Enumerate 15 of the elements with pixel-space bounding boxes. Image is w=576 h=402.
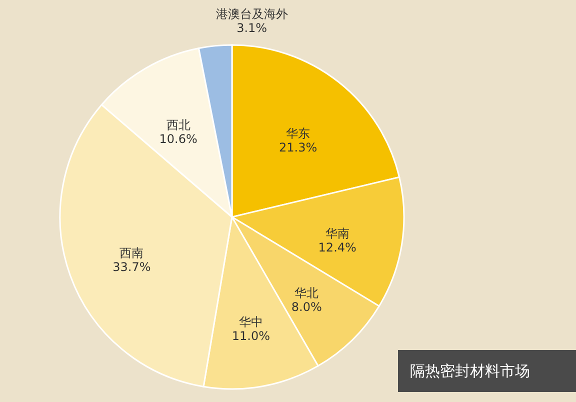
slice-label: 西南 [120, 246, 144, 260]
slice-label: 西北 [166, 118, 190, 132]
data-label: 10.6% [159, 132, 198, 146]
data-label: 3.1% [236, 20, 268, 35]
slice-label: 港澳台及海外 [216, 6, 288, 21]
text: 隔热密封材料市场 [410, 362, 530, 380]
slice-label: 华南 [325, 226, 350, 240]
slice-label: 华北 [294, 286, 319, 300]
slice-label: 华中 [238, 314, 263, 329]
data-label: 21.3% [279, 140, 318, 154]
data-label: 33.7% [112, 260, 151, 274]
data-label: 8.0% [291, 300, 322, 314]
data-label: 12.4% [318, 240, 356, 254]
slice-label: 华东 [286, 126, 310, 140]
data-label: 11.0% [232, 328, 270, 343]
